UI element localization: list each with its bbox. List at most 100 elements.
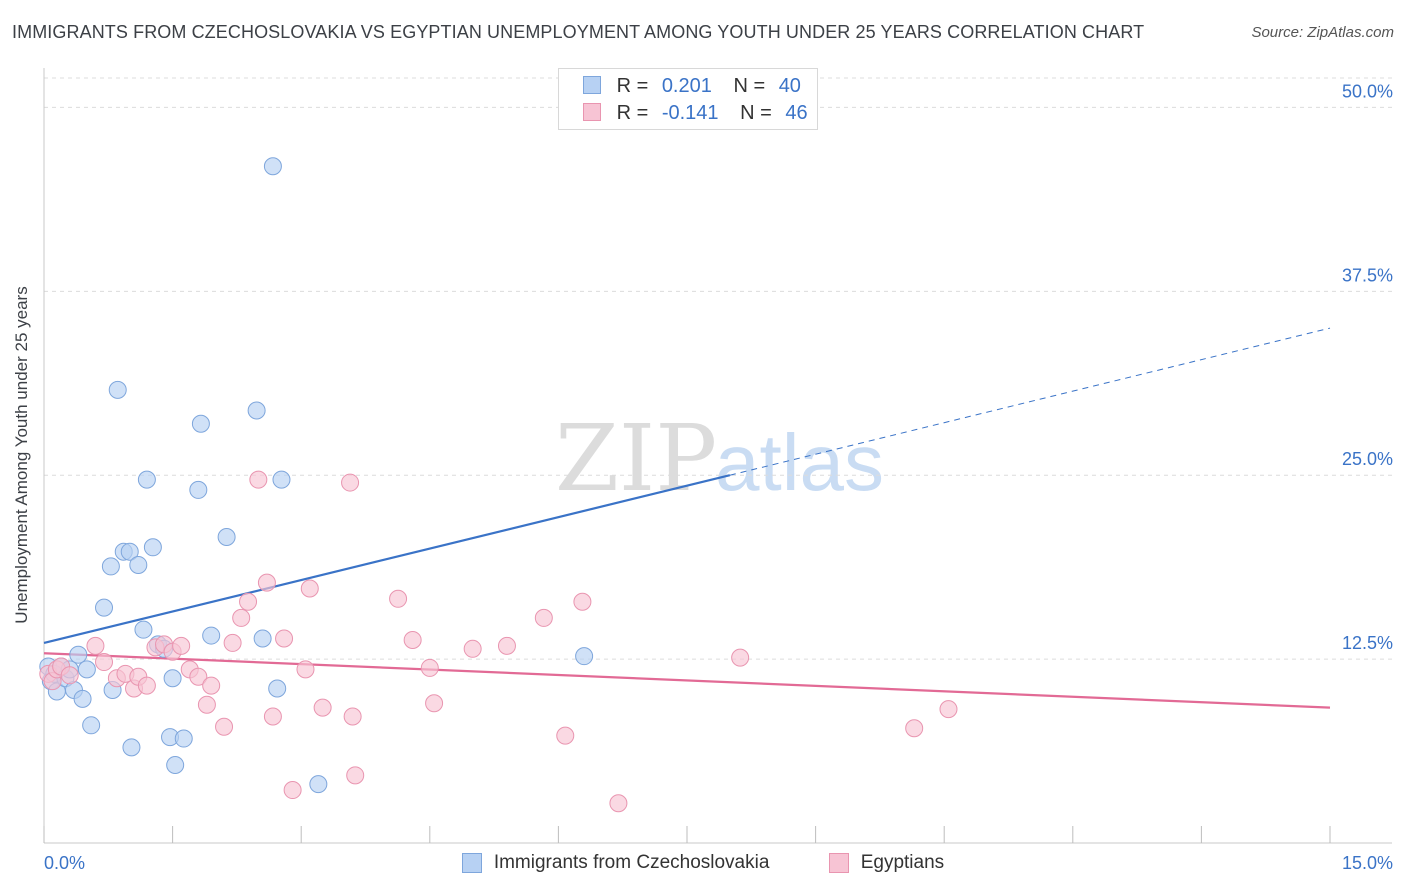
- legend-n-value: 46: [785, 102, 808, 124]
- czechoslovakia-trendline-extension: [729, 327, 1331, 476]
- egyptians-point: [463, 639, 482, 658]
- czechoslovakia-point: [82, 716, 101, 735]
- czechoslovakia-point: [202, 626, 221, 645]
- tick-labels: 12.5% 25.0% 37.5% 50.0% 0.0% 15.0%: [44, 81, 1393, 873]
- correlation-legend: R = 0.201 N = 40 R = -0.141 N = 46: [558, 68, 818, 130]
- egyptians-point: [296, 660, 315, 679]
- egyptians-point: [556, 726, 575, 745]
- czechoslovakia-point: [174, 729, 193, 748]
- series-legend: Immigrants from Czechoslovakia Egyptians: [0, 852, 1406, 879]
- y-tick-label: 37.5%: [1342, 265, 1393, 285]
- egyptians-point: [403, 630, 422, 649]
- egyptians-point: [425, 694, 444, 713]
- czechoslovakia-point: [122, 738, 141, 757]
- chart-title: IMMIGRANTS FROM CZECHOSLOVAKIA VS EGYPTI…: [12, 22, 1145, 42]
- czechoslovakia-point: [77, 660, 96, 679]
- egyptians-point: [60, 666, 79, 685]
- series-legend-egyptians: Egyptians: [828, 852, 945, 874]
- egyptians-point: [197, 695, 216, 714]
- legend-row-czechoslovakia: R = 0.201 N = 40: [583, 75, 801, 99]
- legend-r-value: -0.141: [661, 102, 719, 124]
- egyptians-point: [346, 766, 365, 785]
- series-legend-czechoslovakia: Immigrants from Czechoslovakia: [461, 852, 770, 874]
- series-swatch-pink: [828, 853, 849, 873]
- egyptians-point: [389, 589, 408, 608]
- y-tick-label: 50.0%: [1342, 81, 1393, 101]
- axes: [43, 68, 1392, 844]
- czechoslovakia-trendline: [43, 474, 731, 644]
- egyptians-point: [223, 633, 242, 652]
- czechoslovakia-point: [247, 401, 266, 420]
- egyptians-point: [313, 698, 332, 717]
- y-tick-label: 12.5%: [1342, 633, 1393, 653]
- egyptians-point: [420, 658, 439, 677]
- egyptians-point: [275, 629, 294, 648]
- czechoslovakia-point: [95, 598, 114, 617]
- gridlines: [44, 77, 1392, 660]
- watermark: ZIP atlas: [555, 405, 884, 512]
- egyptians-point: [257, 573, 276, 592]
- egyptians-point: [95, 653, 114, 672]
- y-tick-label: 25.0%: [1342, 449, 1393, 469]
- egyptians-point: [239, 592, 258, 611]
- egyptians-point: [137, 676, 156, 695]
- egyptians-point: [731, 648, 750, 667]
- egyptians-point: [86, 636, 105, 655]
- watermark-zip: ZIP: [555, 405, 717, 512]
- czechoslovakia-point: [108, 380, 127, 399]
- czechoslovakia-point: [217, 528, 236, 546]
- egyptians-point: [497, 636, 516, 655]
- czechoslovakia-point: [191, 414, 210, 433]
- egyptians-point: [905, 719, 924, 738]
- egyptians-point: [202, 676, 221, 695]
- legend-n-label: N =: [733, 75, 766, 97]
- czechoslovakia-point: [253, 629, 272, 648]
- czechoslovakia-point: [129, 555, 148, 574]
- legend-n-value: 40: [778, 75, 801, 97]
- legend-row-egyptians: R = -0.141 N = 46: [583, 102, 808, 126]
- chart-source: Source: ZipAtlas.com: [1251, 24, 1394, 41]
- egyptians-point: [283, 781, 302, 800]
- legend-swatch-pink: [583, 103, 601, 121]
- czechoslovakia-point: [163, 669, 182, 688]
- egyptians-point: [343, 707, 362, 726]
- egyptians-point: [172, 636, 191, 655]
- egyptians-point: [300, 579, 319, 598]
- egyptians-point: [534, 608, 553, 627]
- czechoslovakia-point: [268, 679, 287, 698]
- egyptians-point: [189, 667, 208, 686]
- legend-r-label: R =: [616, 102, 649, 124]
- series-legend-label: Egyptians: [860, 852, 945, 873]
- x-tick-label: 15.0%: [1342, 853, 1393, 873]
- egyptians-point: [232, 608, 251, 627]
- czechoslovakia-point: [137, 470, 156, 489]
- czechoslovakia-point: [189, 480, 208, 499]
- legend-swatch-blue: [583, 76, 601, 94]
- czechoslovakia-point: [143, 538, 162, 557]
- egyptians-point: [573, 592, 592, 611]
- egyptians-point: [215, 717, 234, 736]
- egyptians-point: [609, 794, 628, 813]
- czechoslovakia-point: [120, 542, 139, 561]
- legend-r-label: R =: [616, 75, 649, 97]
- czechoslovakia-point: [309, 775, 328, 794]
- czechoslovakia-point: [263, 157, 282, 176]
- legend-n-label: N =: [740, 102, 772, 124]
- czechoslovakia-point: [166, 756, 185, 775]
- legend-r-value: 0.201: [661, 75, 712, 97]
- czechoslovakia-point: [69, 645, 88, 664]
- egyptians-point: [263, 707, 282, 726]
- czechoslovakia-point: [73, 689, 92, 708]
- egyptians-trendline: [43, 652, 1331, 709]
- czechoslovakia-point: [272, 470, 291, 489]
- series-legend-label: Immigrants from Czechoslovakia: [493, 852, 770, 873]
- data-points: [39, 157, 958, 813]
- trendlines: [43, 327, 1331, 709]
- egyptians-point: [249, 470, 268, 489]
- watermark-atlas: atlas: [715, 418, 884, 507]
- x-tick-label: 0.0%: [44, 853, 85, 873]
- series-swatch-blue: [461, 853, 482, 873]
- y-axis-label: Unemployment Among Youth under 25 years: [12, 286, 31, 624]
- egyptians-point: [939, 700, 958, 719]
